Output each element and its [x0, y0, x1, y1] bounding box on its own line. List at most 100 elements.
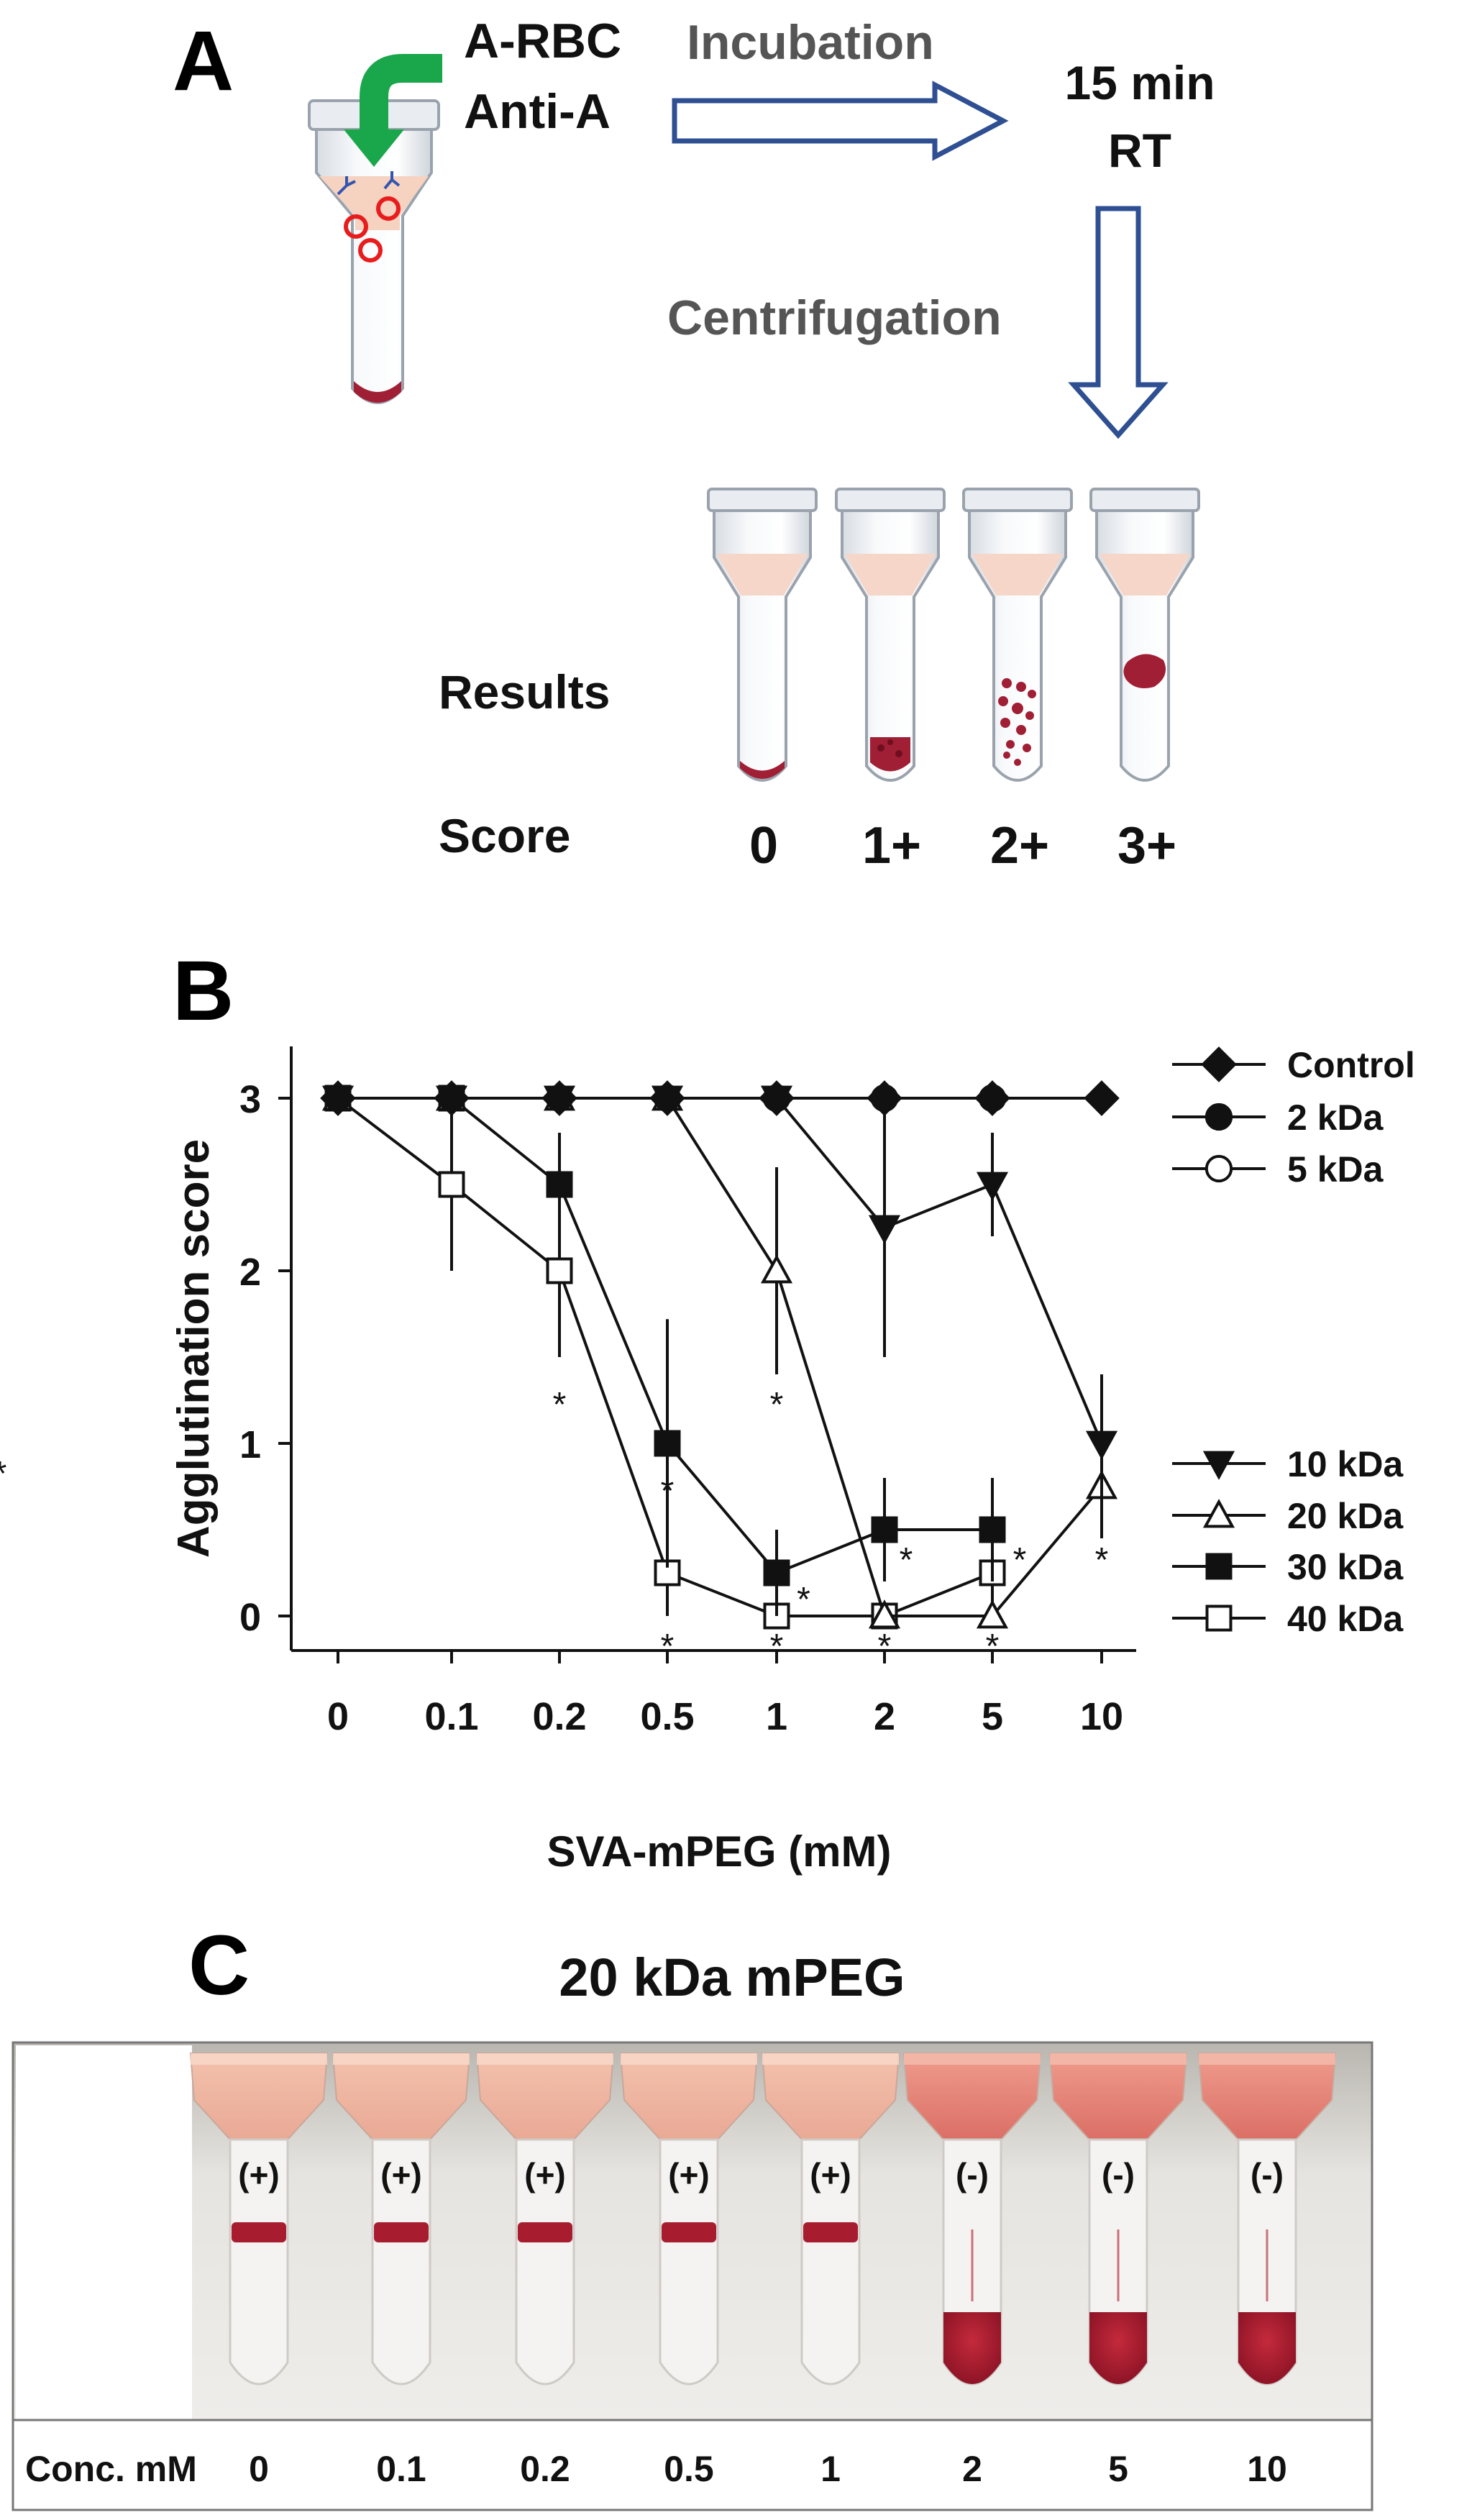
legend-marker [1204, 1154, 1233, 1183]
x-axis-label: SVA-mPEG (mM) [547, 1827, 892, 1876]
tube-rim [762, 2053, 899, 2065]
step-centrifugation: Centrifugation [667, 291, 1002, 345]
significance-mark: * [986, 1628, 1000, 1666]
agglutination-band [803, 2222, 858, 2242]
y-axis-label: Agglutination score [169, 1139, 219, 1558]
score-0: 0 [749, 817, 778, 875]
rbc-pellet [1089, 2312, 1147, 2384]
data-point [871, 1516, 898, 1543]
data-point [979, 1516, 1006, 1543]
legend-marker [1202, 1499, 1235, 1528]
x-tick-label: 0 [327, 1695, 349, 1738]
tube-result-label: (+) [524, 2156, 566, 2193]
legend-item-20-kda: 20 kDa [1172, 1496, 1404, 1536]
photo-tube: (+) [475, 2053, 615, 2386]
data-point [438, 1171, 465, 1198]
tube-rim [477, 2053, 613, 2065]
tube-rim [1199, 2053, 1335, 2065]
agglutination-band [662, 2222, 716, 2242]
data-point [1084, 1080, 1120, 1116]
tube-result-label: (-) [1251, 2156, 1284, 2193]
panel-c-label: C [188, 1918, 250, 2013]
tube-body [515, 2138, 575, 2386]
result-tube-1plus [835, 488, 946, 782]
conc-values: 0 0.1 0.2 0.5 1 2 5 10 [249, 2449, 1287, 2489]
conc-value: 0.2 [520, 2449, 570, 2489]
rbc-icon [344, 214, 368, 239]
result-tube-3plus [1089, 488, 1200, 782]
series-control [320, 1080, 1120, 1116]
conc-value: 0.1 [376, 2449, 426, 2489]
conc-value: 2 [962, 2449, 982, 2489]
tube-rim [191, 2053, 327, 2065]
data-point [759, 1080, 795, 1116]
agglutination-chart: 0 1 2 3 0 0.1 0.2 0.5 1 2 5 10 SVA-mPEG (mM) Agglutin… [0, 1045, 1415, 1876]
tube-body [229, 2138, 289, 2386]
photo-tube: (+) [761, 2053, 900, 2386]
incubation-time: 15 min [1064, 56, 1215, 109]
photo-tube: (+) [619, 2053, 759, 2386]
tube-rim [621, 2053, 757, 2065]
photo-tube: (-) [902, 2053, 1042, 2386]
data-point [867, 1080, 902, 1116]
score-2plus: 2+ [990, 817, 1049, 875]
x-tick-label: 10 [1080, 1695, 1123, 1738]
tube-result-label: (+) [668, 2156, 710, 2193]
significance-mark: * [661, 1472, 675, 1510]
panel-c-title: 20 kDa mPEG [559, 1948, 905, 2007]
data-point [976, 1172, 1009, 1201]
rbc-icon [376, 196, 401, 221]
significance-mark: * [553, 1386, 567, 1424]
add-reagent-arrow-icon [344, 54, 442, 167]
conc-row [12, 2419, 1373, 2511]
rbc-pellet [1238, 2312, 1296, 2384]
data-point [546, 1257, 573, 1284]
data-point [976, 1599, 1009, 1629]
significance-mark: * [900, 1541, 913, 1579]
conc-value: 0.5 [664, 2449, 714, 2489]
legend-marker [1204, 1102, 1233, 1131]
significance-mark: * [770, 1386, 784, 1424]
photo-tube: (+) [189, 2053, 329, 2386]
photo-tubes: (+) (+) (+) (+) (+) (-) (-) (-) [189, 2053, 1337, 2386]
data-point [868, 1599, 901, 1629]
incubation-arrow-icon [672, 81, 1009, 161]
y-tick-label: 0 [239, 1596, 261, 1639]
legend-marker [1202, 1451, 1235, 1480]
reagent-a-rbc: A-RBC [464, 14, 621, 68]
agglutination-band [232, 2222, 286, 2242]
panel-a-label: A [173, 14, 234, 109]
significance-mark: * [770, 1628, 784, 1666]
x-tick-label: 0.5 [640, 1695, 694, 1738]
tube-rim [1050, 2053, 1187, 2065]
photo-blank-margin [16, 2045, 192, 2419]
data-point [763, 1559, 790, 1587]
photo-tube: (+) [332, 2053, 471, 2386]
legend-label: 20 kDa [1287, 1496, 1404, 1536]
significance-mark: * [1013, 1541, 1027, 1579]
legend-marker [1201, 1046, 1237, 1082]
legend-marker [1205, 1604, 1233, 1632]
agglutination-band [374, 2222, 429, 2242]
tube-result-label: (+) [380, 2156, 422, 2193]
significance-mark: * [661, 1628, 675, 1666]
legend-label: 10 kDa [1287, 1444, 1404, 1484]
x-tick-label: 0.1 [424, 1695, 478, 1738]
agglutination-band [518, 2222, 572, 2242]
result-tube-2plus [962, 488, 1073, 782]
reagent-anti-a: Anti-A [464, 84, 611, 139]
panel-b: B 0 1 2 3 0 0.1 0.2 0.5 1 2 5 10 SVA-mPEG (mM) Agglut… [0, 944, 1415, 1876]
conc-value: 0 [249, 2449, 269, 2489]
tube-result-label: (-) [956, 2156, 989, 2193]
tube-result-label: (+) [238, 2156, 280, 2193]
result-tube-0 [707, 488, 818, 782]
centrifugation-arrow-icon [1068, 206, 1169, 439]
conc-label: Conc. mM [25, 2449, 197, 2489]
y-tick-label: 3 [239, 1078, 261, 1121]
panel-c: C 20 kDa mPEG (+) (+) (+) (+) (+) (-) (-) (-) C… [12, 1918, 1373, 2511]
score-label: Score [439, 809, 570, 862]
data-point [434, 1080, 470, 1116]
data-point [654, 1430, 681, 1457]
tube-body [659, 2138, 719, 2386]
